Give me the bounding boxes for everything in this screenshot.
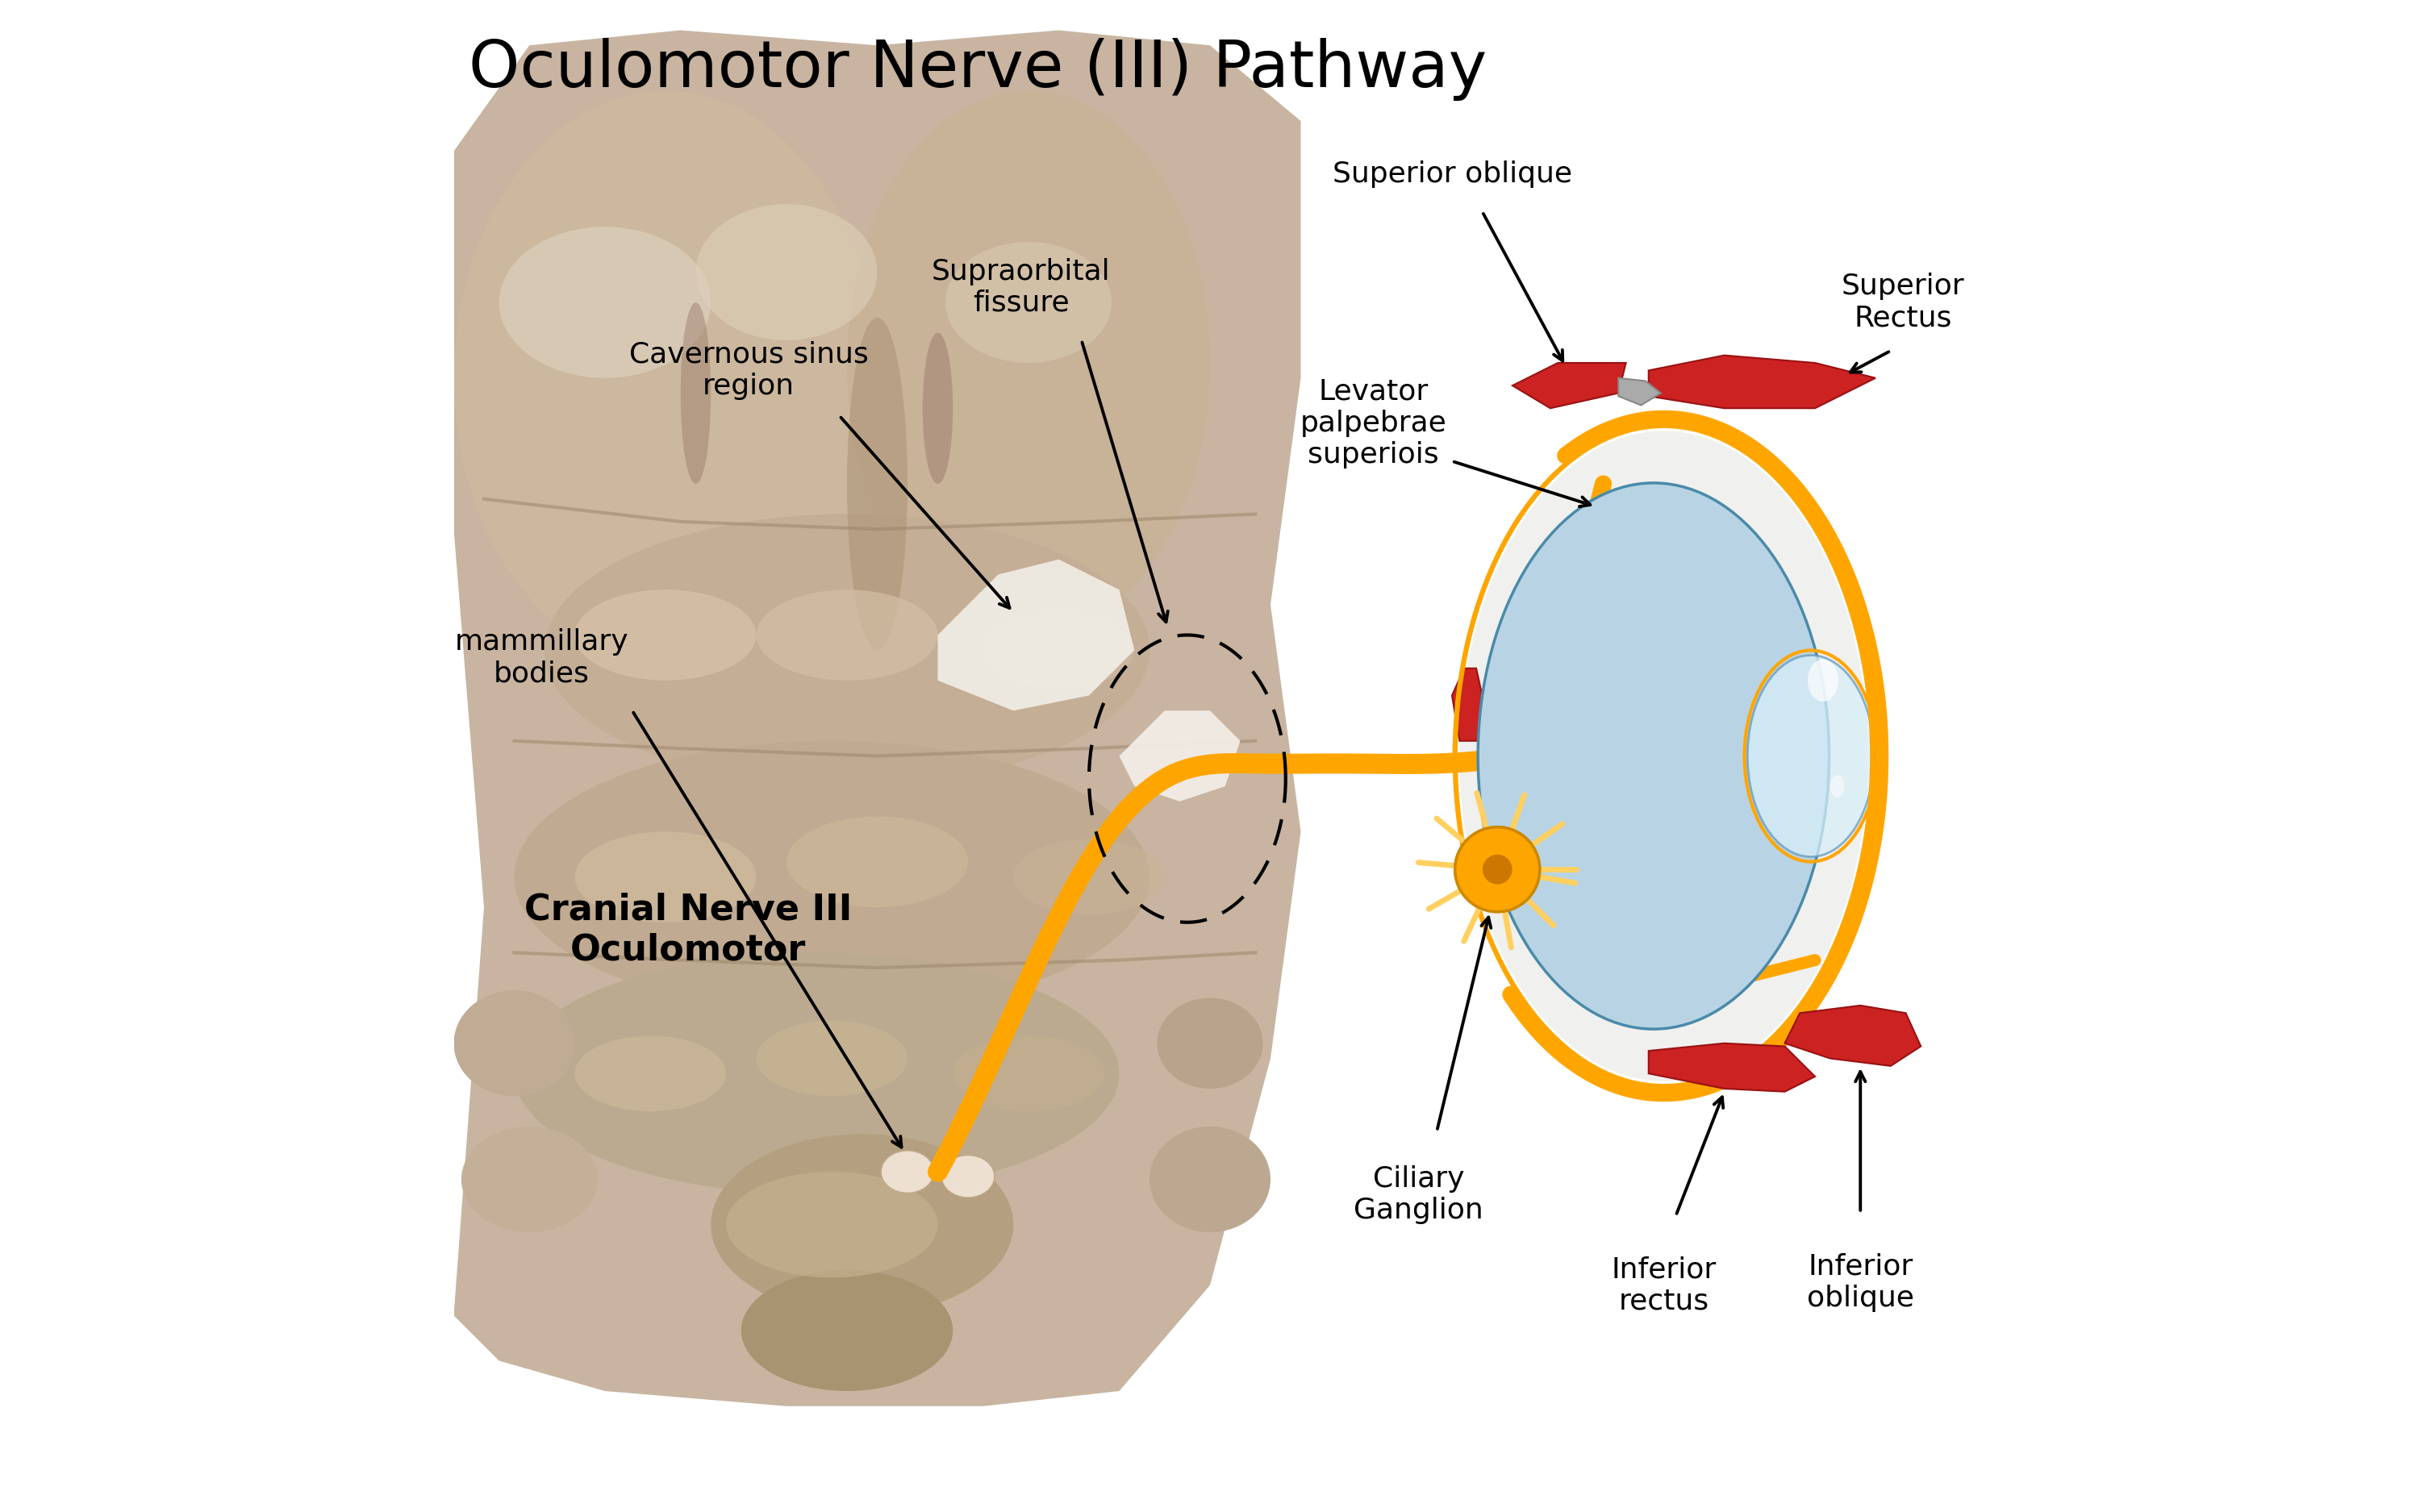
Ellipse shape xyxy=(726,1172,939,1278)
Polygon shape xyxy=(1784,1005,1921,1066)
Ellipse shape xyxy=(455,990,576,1096)
Ellipse shape xyxy=(941,1155,995,1198)
Ellipse shape xyxy=(741,1270,953,1391)
Ellipse shape xyxy=(1150,1126,1271,1232)
Ellipse shape xyxy=(513,741,1150,1013)
Text: Inferior
rectus: Inferior rectus xyxy=(1612,1255,1716,1315)
Ellipse shape xyxy=(576,590,755,680)
Text: Supraorbital
fissure: Supraorbital fissure xyxy=(932,257,1111,318)
Ellipse shape xyxy=(513,953,1118,1194)
Ellipse shape xyxy=(1747,655,1873,857)
Ellipse shape xyxy=(544,514,1150,786)
Ellipse shape xyxy=(697,204,876,340)
Polygon shape xyxy=(1118,711,1239,801)
Polygon shape xyxy=(1648,355,1876,408)
Text: Inferior
oblique: Inferior oblique xyxy=(1808,1252,1914,1312)
Ellipse shape xyxy=(1459,431,1868,1081)
Ellipse shape xyxy=(881,1151,934,1193)
Ellipse shape xyxy=(946,242,1111,363)
Ellipse shape xyxy=(786,816,968,907)
Ellipse shape xyxy=(576,832,755,922)
Ellipse shape xyxy=(922,333,953,484)
Ellipse shape xyxy=(576,1036,726,1111)
Text: Ciliary
Ganglion: Ciliary Ganglion xyxy=(1353,1164,1483,1225)
Ellipse shape xyxy=(847,318,908,650)
Ellipse shape xyxy=(847,91,1210,635)
Ellipse shape xyxy=(1157,998,1263,1089)
Ellipse shape xyxy=(1479,482,1830,1030)
Ellipse shape xyxy=(455,91,876,665)
Ellipse shape xyxy=(1014,839,1164,915)
Text: Cavernous sinus
region: Cavernous sinus region xyxy=(629,340,869,401)
Text: Superior
Rectus: Superior Rectus xyxy=(1842,272,1965,333)
Polygon shape xyxy=(455,30,1302,1406)
Text: mammillary
bodies: mammillary bodies xyxy=(455,627,629,688)
Ellipse shape xyxy=(953,1036,1104,1111)
Text: Oculomotor Nerve (III) Pathway: Oculomotor Nerve (III) Pathway xyxy=(469,38,1486,101)
Text: Levator
palpebrae
superiois: Levator palpebrae superiois xyxy=(1300,378,1447,469)
Text: Superior oblique: Superior oblique xyxy=(1331,160,1573,187)
Ellipse shape xyxy=(755,590,939,680)
Ellipse shape xyxy=(680,302,711,484)
Polygon shape xyxy=(1452,668,1481,741)
Circle shape xyxy=(1454,827,1539,912)
Polygon shape xyxy=(1512,363,1626,408)
Ellipse shape xyxy=(1830,774,1844,798)
Polygon shape xyxy=(1648,1043,1815,1092)
Ellipse shape xyxy=(462,1126,598,1232)
Polygon shape xyxy=(1619,378,1660,405)
Circle shape xyxy=(1483,854,1512,885)
Text: Cranial Nerve III
Oculomotor: Cranial Nerve III Oculomotor xyxy=(525,892,852,968)
Ellipse shape xyxy=(755,1021,908,1096)
Ellipse shape xyxy=(499,227,711,378)
Ellipse shape xyxy=(1808,659,1839,702)
Ellipse shape xyxy=(711,1134,1014,1315)
Ellipse shape xyxy=(983,612,1135,688)
Circle shape xyxy=(1483,854,1512,885)
Polygon shape xyxy=(939,559,1135,711)
Circle shape xyxy=(1454,827,1539,912)
